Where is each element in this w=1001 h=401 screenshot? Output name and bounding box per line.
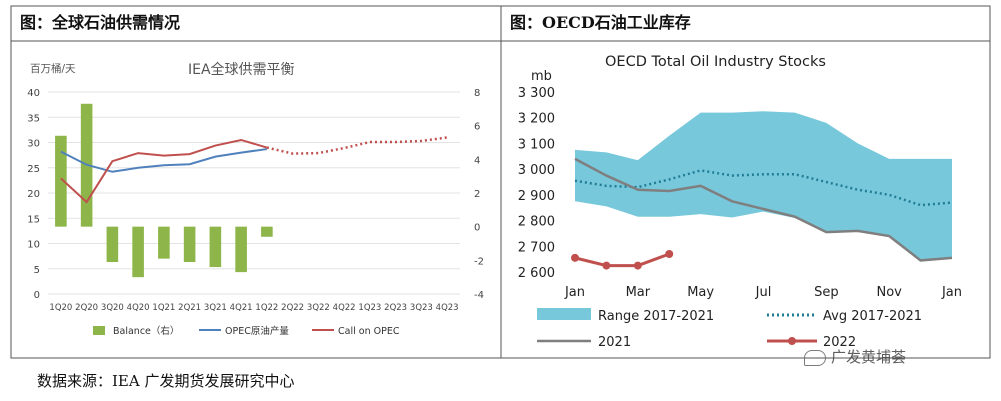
forecast-line <box>266 136 448 155</box>
right-y-tick-label: 6 <box>474 122 480 133</box>
y-axis-unit-label: 百万桶/天 <box>30 62 76 75</box>
avg-line <box>574 169 953 207</box>
wechat-logo-icon <box>804 349 826 366</box>
x-tick-label: 4Q23 <box>436 303 459 313</box>
y-tick-label: 2 600 <box>518 266 555 281</box>
balance-bar <box>55 135 67 227</box>
left-y-tick-label: 10 <box>27 240 40 251</box>
year-2022-marker <box>633 261 642 270</box>
y-tick-label: 3 200 <box>518 112 555 127</box>
left-y-tick-label: 0 <box>34 290 40 301</box>
chart-title: IEA全球供需平衡 <box>188 61 295 78</box>
legend-label: Range 2017-2021 <box>598 309 714 324</box>
left-y-tick-label: 20 <box>27 189 40 200</box>
gridlines <box>48 91 460 295</box>
x-tick-label: 1Q22 <box>255 303 278 313</box>
year-2022-line <box>574 252 670 268</box>
x-tick-label: 3Q22 <box>307 303 330 313</box>
left-y-tick-label: 25 <box>27 164 40 175</box>
x-tick-label: 2Q23 <box>384 303 407 313</box>
x-tick-label: 2Q20 <box>75 303 98 313</box>
left-panel-heading: 图：全球石油供需情况 <box>20 13 181 32</box>
x-tick-label: Sep <box>814 285 839 300</box>
oecd-stocks-chart: OECD Total Oil Industry Stocks mb 2 6002… <box>518 54 962 350</box>
left-y-tick-label: 15 <box>27 214 40 225</box>
x-tick-label: 2Q21 <box>178 303 201 313</box>
watermark-text: 广发黄埔荟 <box>831 348 907 366</box>
right-y-tick-label: 8 <box>474 88 480 99</box>
legend-label: 2021 <box>598 335 631 350</box>
balance-bar <box>106 226 119 263</box>
balance-bar <box>158 226 170 259</box>
source-note: 数据来源：IEA 广发期货发展研究中心 <box>37 372 295 390</box>
line-series <box>60 136 448 204</box>
range-area <box>575 111 952 261</box>
left-y-tick-label: 30 <box>27 139 40 150</box>
y-tick-label: 2 900 <box>518 189 555 204</box>
right-y-tick-label: 2 <box>474 189 480 200</box>
legend-label: Call on OPEC <box>338 326 400 337</box>
legend-swatch <box>537 308 591 320</box>
y-tick-label: 3 100 <box>518 137 555 152</box>
balance-bar <box>132 226 144 278</box>
y-tick-label: 3 300 <box>518 86 555 101</box>
legend-label: 2022 <box>823 335 856 350</box>
x-tick-label: Jan <box>564 285 585 300</box>
balance-bar <box>235 226 247 273</box>
balance-bar <box>209 226 222 268</box>
legend: Balance（右） OPEC原油产量 Call on OPEC <box>93 325 400 337</box>
right-y-tick-label: -4 <box>474 290 484 301</box>
x-tick-label: 1Q20 <box>49 303 72 313</box>
right-y-tick-label: 0 <box>474 223 480 234</box>
right-y-tick-label: 4 <box>474 155 480 166</box>
right-panel-heading: 图：OECD石油工业库存 <box>510 13 691 32</box>
x-tick-label: 3Q23 <box>410 303 433 313</box>
y-tick-label: 2 700 <box>518 240 555 255</box>
x-tick-label: Mar <box>626 285 651 300</box>
x-tick-label: 2Q22 <box>281 303 304 313</box>
y-tick-label: 2 800 <box>518 215 555 230</box>
iea-balance-chart: IEA全球供需平衡 百万桶/天 0 5 10 15 20 25 30 35 40 -4 -2 0 2 4 6… <box>27 61 484 337</box>
watermark: 广发黄埔荟 <box>804 346 906 367</box>
left-y-tick-label: 35 <box>27 113 40 124</box>
balance-bars <box>55 103 273 278</box>
left-y-tick-label: 40 <box>27 88 40 99</box>
series-line <box>60 148 268 173</box>
chart-title: OECD Total Oil Industry Stocks <box>605 54 826 70</box>
legend-label: Avg 2017-2021 <box>823 309 922 324</box>
range-band <box>575 111 952 261</box>
line-series <box>571 157 953 270</box>
year-2021-line <box>574 157 953 262</box>
x-tick-label: May <box>687 285 714 300</box>
legend-marker <box>788 337 796 345</box>
balance-bar <box>183 226 196 263</box>
legend-label: Balance（右） <box>113 325 179 337</box>
year-2022-marker <box>665 250 674 258</box>
x-tick-label: Jan <box>941 285 962 300</box>
x-tick-label: 4Q22 <box>333 303 356 313</box>
axis-ticks: 2 600 2 700 2 800 2 900 3 000 3 100 3 200 3 300… <box>518 86 962 300</box>
legend-label: OPEC原油产量 <box>225 325 289 337</box>
x-tick-label: Nov <box>876 285 902 300</box>
balance-bar <box>261 226 273 237</box>
x-tick-label: 4Q21 <box>230 303 253 313</box>
year-2022-marker <box>571 253 579 262</box>
x-tick-label: 3Q21 <box>204 303 227 313</box>
x-tick-label: 4Q20 <box>127 303 150 313</box>
x-tick-label: 3Q20 <box>101 303 124 313</box>
right-y-tick-label: -2 <box>474 256 484 267</box>
legend: Range 2017-2021 Avg 2017-2021 2021 2022 <box>537 308 922 350</box>
x-tick-label: Jul <box>755 285 772 300</box>
x-tick-label: 1Q21 <box>152 303 175 313</box>
year-2022-marker <box>602 261 611 270</box>
y-tick-label: 3 000 <box>518 163 555 178</box>
x-tick-label: 1Q23 <box>358 303 381 313</box>
y-axis-unit-label: mb <box>531 69 552 84</box>
series-line <box>60 138 268 204</box>
legend-swatch <box>93 326 105 335</box>
left-y-tick-label: 5 <box>34 265 40 276</box>
